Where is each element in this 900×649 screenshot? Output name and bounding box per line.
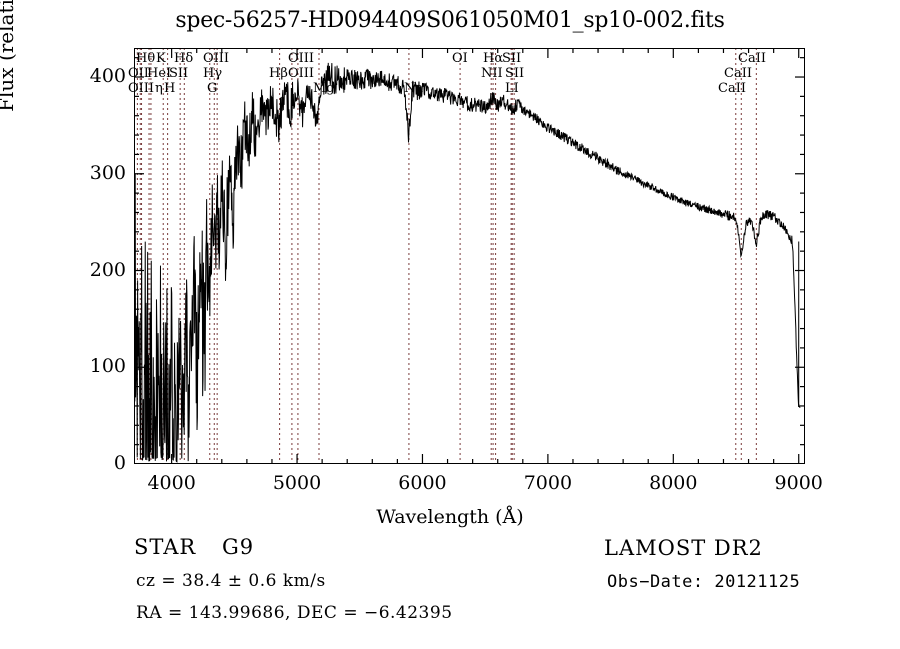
spectral-line-label: OIII xyxy=(288,51,315,66)
spectral-line-label: NII xyxy=(481,66,503,81)
y-tick-label: 200 xyxy=(89,258,126,281)
y-tick-label: 100 xyxy=(89,355,126,378)
x-axis-label: Wavelength (Å) xyxy=(376,506,524,528)
x-tick-label: 7000 xyxy=(523,472,573,494)
obs-date: Obs−Date: 20121125 xyxy=(607,572,801,592)
spectral-line-label: HeI xyxy=(147,66,172,81)
page-title: spec-56257-HD094409S061050M01_sp10-002.f… xyxy=(175,8,725,33)
object-type: STAR xyxy=(134,535,197,559)
cz-value: cz = 38.4 ± 0.6 km/s xyxy=(136,571,326,591)
x-tick-label: 5000 xyxy=(272,472,322,494)
spectral-line-label: OIII xyxy=(128,81,155,96)
spectral-line-label: Mg xyxy=(313,81,335,96)
spectral-line-label: CaII xyxy=(724,66,752,81)
y-axis-label: Flux (relative) xyxy=(0,0,18,112)
spectral-line-label: η xyxy=(155,81,163,96)
coordinates: RA = 143.99686, DEC = −6.42395 xyxy=(136,603,453,623)
plot-area xyxy=(134,48,805,464)
spectral-line-label: SII xyxy=(505,66,525,81)
spectral-line-label: Hδ xyxy=(174,51,194,66)
spectral-line-label: OIII xyxy=(203,51,230,66)
x-tick-label: 4000 xyxy=(147,472,196,494)
spectral-line-label: OI xyxy=(452,51,468,66)
spectral-line-label: OIII xyxy=(288,66,315,81)
spectral-class: G9 xyxy=(222,535,255,559)
spectrum-curve xyxy=(134,62,801,463)
y-tick-label: 400 xyxy=(89,65,126,88)
spectral-line-label: Hβ xyxy=(269,66,288,81)
spectral-line-label: Hγ xyxy=(203,66,223,81)
spectral-line-label: OII xyxy=(128,66,149,81)
y-tick-label: 0 xyxy=(113,452,126,474)
spectral-line-label: LI xyxy=(505,81,519,96)
x-tick-label: 6000 xyxy=(398,472,447,494)
spectral-line-label: Hθ xyxy=(136,51,156,66)
spectral-line-label: CaII xyxy=(718,81,746,96)
y-tick-label: 300 xyxy=(89,161,126,184)
spectral-line-label: Na xyxy=(404,81,424,96)
spectral-line-label: H xyxy=(164,81,176,96)
x-tick-label: 8000 xyxy=(649,472,698,494)
x-tick-label: 9000 xyxy=(774,472,823,494)
survey-name: LAMOST DR2 xyxy=(604,536,763,560)
spectral-line-label: SII xyxy=(502,51,522,66)
spectral-line-label: SII xyxy=(169,66,189,81)
spectral-line-label: Hα xyxy=(483,51,504,66)
spectral-line-label: CaII xyxy=(738,51,766,66)
plot-frame xyxy=(134,48,805,464)
spectral-line-label: G xyxy=(207,81,218,96)
spectral-line-label: K xyxy=(156,51,166,66)
